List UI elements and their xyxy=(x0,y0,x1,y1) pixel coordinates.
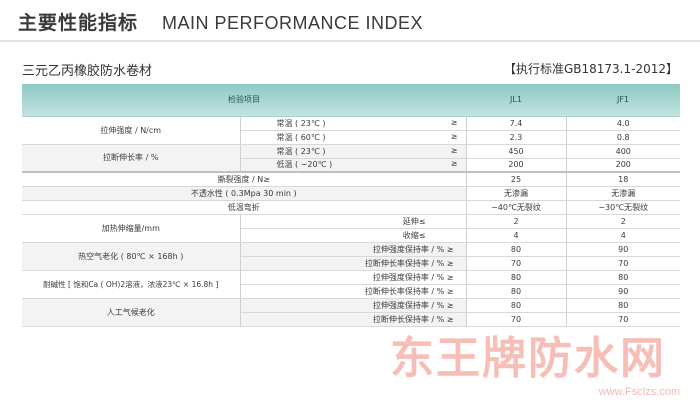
cell-jf1: 无渗漏 xyxy=(566,186,680,201)
cell-jf1: 80 xyxy=(566,298,680,313)
cell-jf1: 18 xyxy=(566,171,680,187)
product-bar: 三元乙丙橡胶防水卷材 【执行标准GB18173.1-2012】 xyxy=(22,60,678,80)
row-condition: 收缩≤ xyxy=(240,228,467,243)
cell-jf1: −30℃无裂纹 xyxy=(566,200,680,215)
table-row: 撕裂强度 / N≥ 25 18 xyxy=(22,171,680,187)
row-condition: 拉伸强度保持率 / % ≥ xyxy=(240,298,467,313)
cell-jl1: 80 xyxy=(466,270,567,285)
row-label: 加热伸缩量/mm xyxy=(22,214,241,243)
row-condition: 延伸≤ xyxy=(240,214,467,229)
cell-jl1: 70 xyxy=(466,312,567,327)
table-row: 不透水性 ( 0.3Mpa 30 min ) 无渗漏 无渗漏 xyxy=(22,186,680,201)
cell-jf1: 70 xyxy=(566,312,680,327)
cell-jl1: 80 xyxy=(466,298,567,313)
cell-jl1: 2.3 xyxy=(466,130,567,145)
row-label: 拉断伸长率 / % xyxy=(22,144,241,173)
watermark-url: www.Fsclzs.com xyxy=(598,386,680,398)
table-row: 收缩≤ 4 4 xyxy=(22,228,680,243)
cell-jl1: 2 xyxy=(466,214,567,229)
table-row: 低温弯折 −40℃无裂纹 −30℃无裂纹 xyxy=(22,200,680,215)
cell-jl1: 7.4 xyxy=(466,116,567,131)
cell-jl1: 25 xyxy=(466,171,567,187)
row-condition: 常温 ( 60℃ ) ≥ xyxy=(240,130,467,145)
performance-table: 检验项目 JL1 JF1 拉伸强度 / N/cm 常温 ( 23℃ ) ≥ 7.4… xyxy=(22,84,680,327)
table-row: 常温 ( 60℃ ) ≥ 2.3 0.8 xyxy=(22,130,680,145)
table-row: 拉伸强度 / N/cm 常温 ( 23℃ ) ≥ 7.4 4.0 xyxy=(22,116,680,145)
cell-jf1: 90 xyxy=(566,284,680,299)
watermark: 东王牌防水网 www.Fsclzs.com xyxy=(390,322,690,402)
table-row: 耐碱性 [ 饱和Ca ( OH)2溶液，浓液23℃ × 16.8h ] 拉伸强度… xyxy=(22,270,680,299)
cell-jf1: 200 xyxy=(566,158,680,173)
cell-jf1: 0.8 xyxy=(566,130,680,145)
row-condition: 拉伸强度保持率 / % ≥ xyxy=(240,270,467,285)
cell-jl1: 80 xyxy=(466,242,567,257)
row-label: 拉伸强度 / N/cm xyxy=(22,116,241,145)
col-header-jl1: JL1 xyxy=(466,84,566,117)
table-row: 人工气候老化 拉伸强度保持率 / % ≥ 80 80 xyxy=(22,298,680,327)
cell-jf1: 400 xyxy=(566,144,680,159)
row-condition: 低温 ( −20℃ ) ≥ xyxy=(240,158,467,173)
table-row: 拉断伸长率 / % 常温 ( 23℃ ) ≥ 450 400 xyxy=(22,144,680,173)
cell-jl1: 450 xyxy=(466,144,567,159)
table-row: 拉断伸长率保持率 / % ≥ 70 70 xyxy=(22,256,680,271)
table-row: 加热伸缩量/mm 延伸≤ 2 2 xyxy=(22,214,680,243)
cell-jl1: 70 xyxy=(466,256,567,271)
standard-label: 【执行标准GB18173.1-2012】 xyxy=(503,62,678,76)
row-condition: 常温 ( 23℃ ) ≥ xyxy=(240,116,467,131)
row-condition: 常温 ( 23℃ ) ≥ xyxy=(240,144,467,159)
row-label: 低温弯折 xyxy=(22,200,467,215)
cell-jf1: 70 xyxy=(566,256,680,271)
product-name: 三元乙丙橡胶防水卷材 xyxy=(22,64,153,79)
row-label: 人工气候老化 xyxy=(22,298,241,327)
cell-jl1: 200 xyxy=(466,158,567,173)
page-header: 主要性能指标 MAIN PERFORMANCE INDEX xyxy=(18,8,423,38)
cell-jf1: 80 xyxy=(566,270,680,285)
table-row: 热空气老化 ( 80℃ × 168h ) 拉伸强度保持率 / % ≥ 80 90 xyxy=(22,242,680,271)
table-header-row: 检验项目 JL1 JF1 xyxy=(22,84,680,117)
row-label: 撕裂强度 / N≥ xyxy=(22,171,467,187)
header-divider xyxy=(0,40,700,42)
cell-jl1: 80 xyxy=(466,284,567,299)
page-title-en: MAIN PERFORMANCE INDEX xyxy=(162,13,424,33)
cell-jf1: 2 xyxy=(566,214,680,229)
row-condition: 拉断伸长率保持率 / % ≥ xyxy=(240,256,467,271)
cell-jf1: 90 xyxy=(566,242,680,257)
col-header-jf1: JF1 xyxy=(566,84,680,117)
table-row: 拉断伸长保持率 / % ≥ 70 70 xyxy=(22,312,680,327)
row-condition: 拉断伸长率保持率 / % ≥ xyxy=(240,284,467,299)
row-label: 耐碱性 [ 饱和Ca ( OH)2溶液，浓液23℃ × 16.8h ] xyxy=(22,270,241,299)
cell-jf1: 4 xyxy=(566,228,680,243)
row-condition: 拉断伸长保持率 / % ≥ xyxy=(240,312,467,327)
cell-jf1: 4.0 xyxy=(566,116,680,131)
row-condition: 拉伸强度保持率 / % ≥ xyxy=(240,242,467,257)
cell-jl1: 4 xyxy=(466,228,567,243)
table-row: 拉断伸长率保持率 / % ≥ 80 90 xyxy=(22,284,680,299)
row-label: 热空气老化 ( 80℃ × 168h ) xyxy=(22,242,241,271)
watermark-logo-text: 东王牌防水网 xyxy=(390,333,666,384)
cell-jl1: 无渗漏 xyxy=(466,186,567,201)
row-label: 不透水性 ( 0.3Mpa 30 min ) xyxy=(22,186,467,201)
cell-jl1: −40℃无裂纹 xyxy=(466,200,567,215)
col-header-item: 检验项目 xyxy=(22,84,466,117)
page-title-cn: 主要性能指标 xyxy=(18,12,139,34)
